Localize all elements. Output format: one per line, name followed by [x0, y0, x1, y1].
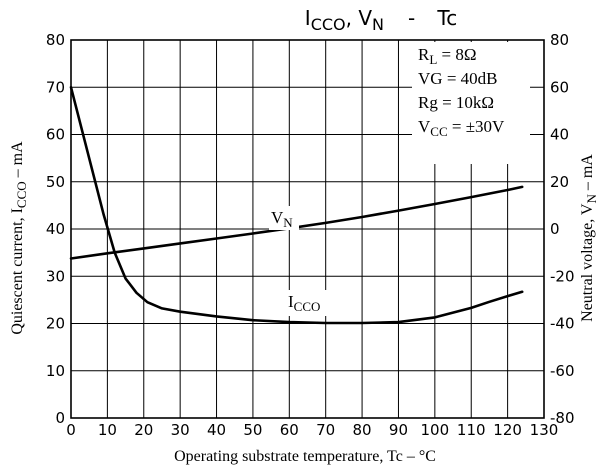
condition-3-rest: = ±30V: [448, 117, 505, 136]
x-tick-labels: 0 10 20 30 40 50 60 70 80 90 100 110 120 130: [66, 421, 558, 439]
y-right-tick-80: 80: [550, 31, 569, 49]
y-right-tick-20: 20: [550, 173, 569, 191]
y-left-tick-80: 80: [46, 31, 65, 49]
y-right-tick--20: -20: [550, 267, 575, 285]
y-right-tick-0: 0: [550, 220, 560, 238]
y-left-tick-0: 0: [55, 409, 65, 427]
y-right-axis-title: Neutral voltage, VN – mA: [579, 154, 599, 322]
icco-label-bg: [285, 290, 345, 316]
y-right-tick-labels: -80 -60 -40 -20 0 20 40 60 80: [550, 31, 575, 427]
y-left-tick-50: 50: [46, 173, 65, 191]
plot-border: [70, 39, 545, 419]
series-line-icco: [69, 86, 524, 325]
series-line-vn: [69, 185, 524, 260]
condition-0-rest: = 8Ω: [437, 45, 476, 64]
y-left-title-post: – mA: [9, 141, 26, 181]
x-tick-130: 130: [530, 421, 559, 439]
y-right-title-pre: Neutral voltage, V: [579, 203, 596, 322]
icco-label-sub: CCO: [294, 299, 321, 314]
x-tick-100: 100: [421, 421, 450, 439]
condition-1-main: VG: [418, 69, 443, 88]
icco-label-main: I: [288, 292, 294, 311]
vn-label-sub: N: [283, 215, 293, 230]
vn-label-bg: [269, 206, 299, 230]
title-part3: Tc: [436, 6, 457, 30]
condition-1-rest: = 40dB: [443, 69, 498, 88]
y-right-title-sub: N: [584, 194, 599, 204]
x-tick-90: 90: [389, 421, 408, 439]
title-part2-sub: N: [372, 15, 384, 34]
condition-2-rest: = 10kΩ: [438, 93, 494, 112]
y-left-title-sub: CCO: [14, 181, 29, 208]
curves: [69, 86, 524, 325]
title-part2-main: V: [358, 6, 372, 30]
vn-label-main: V: [271, 208, 284, 227]
x-tick-70: 70: [316, 421, 335, 439]
condition-1: VG = 40dB: [418, 69, 498, 88]
x-axis-title: Operating substrate temperature, Tc – °C: [174, 448, 436, 465]
y-right-tick-60: 60: [550, 78, 569, 96]
y-right-tick-40: 40: [550, 126, 569, 144]
y-left-axis-title: Quiescent current, ICCO – mA: [9, 141, 29, 335]
y-right-tick--40: -40: [550, 315, 575, 333]
title-part1-main: I: [305, 6, 311, 30]
x-tick-80: 80: [353, 421, 372, 439]
x-tick-50: 50: [243, 421, 262, 439]
condition-3-main: V: [418, 117, 431, 136]
condition-3-sub: CC: [430, 124, 447, 139]
y-left-title-pre: Quiescent current, I: [9, 208, 26, 335]
x-tick-10: 10: [98, 421, 117, 439]
title-part1-tail: ,: [346, 6, 359, 30]
conditions-box-bg: [412, 42, 530, 164]
x-tick-110: 110: [457, 421, 486, 439]
chart-title: ICCO, VN - Tc: [305, 6, 457, 34]
condition-2: Rg = 10kΩ: [418, 93, 494, 112]
condition-3: VCC = ±30V: [418, 117, 505, 139]
conditions-box: RL = 8Ω VG = 40dB Rg = 10kΩ VCC = ±30V: [418, 45, 505, 139]
condition-0-sub: L: [429, 52, 437, 67]
x-tick-0: 0: [66, 421, 76, 439]
plot-frame: [70, 39, 545, 419]
vn-curve-label: VN: [271, 208, 293, 230]
x-tick-120: 120: [493, 421, 522, 439]
x-tick-60: 60: [280, 421, 299, 439]
x-tick-30: 30: [171, 421, 190, 439]
y-right-tick--60: -60: [550, 362, 575, 380]
condition-0-main: R: [418, 45, 430, 64]
y-left-tick-20: 20: [46, 315, 65, 333]
x-tick-40: 40: [207, 421, 226, 439]
y-right-tick--80: -80: [550, 409, 575, 427]
title-dash: -: [408, 6, 415, 30]
y-left-tick-70: 70: [46, 78, 65, 96]
y-right-title-post: – mA: [579, 154, 596, 194]
icco-curve-label: ICCO: [288, 292, 320, 314]
y-left-tick-40: 40: [46, 220, 65, 238]
x-tick-20: 20: [134, 421, 153, 439]
title-part1-sub: CCO: [311, 15, 346, 34]
y-left-tick-30: 30: [46, 267, 65, 285]
y-left-tick-labels: 0 10 20 30 40 50 60 70 80: [46, 31, 65, 427]
y-left-tick-10: 10: [46, 362, 65, 380]
condition-0: RL = 8Ω: [418, 45, 477, 67]
y-left-tick-60: 60: [46, 126, 65, 144]
condition-2-main: Rg: [418, 93, 438, 112]
